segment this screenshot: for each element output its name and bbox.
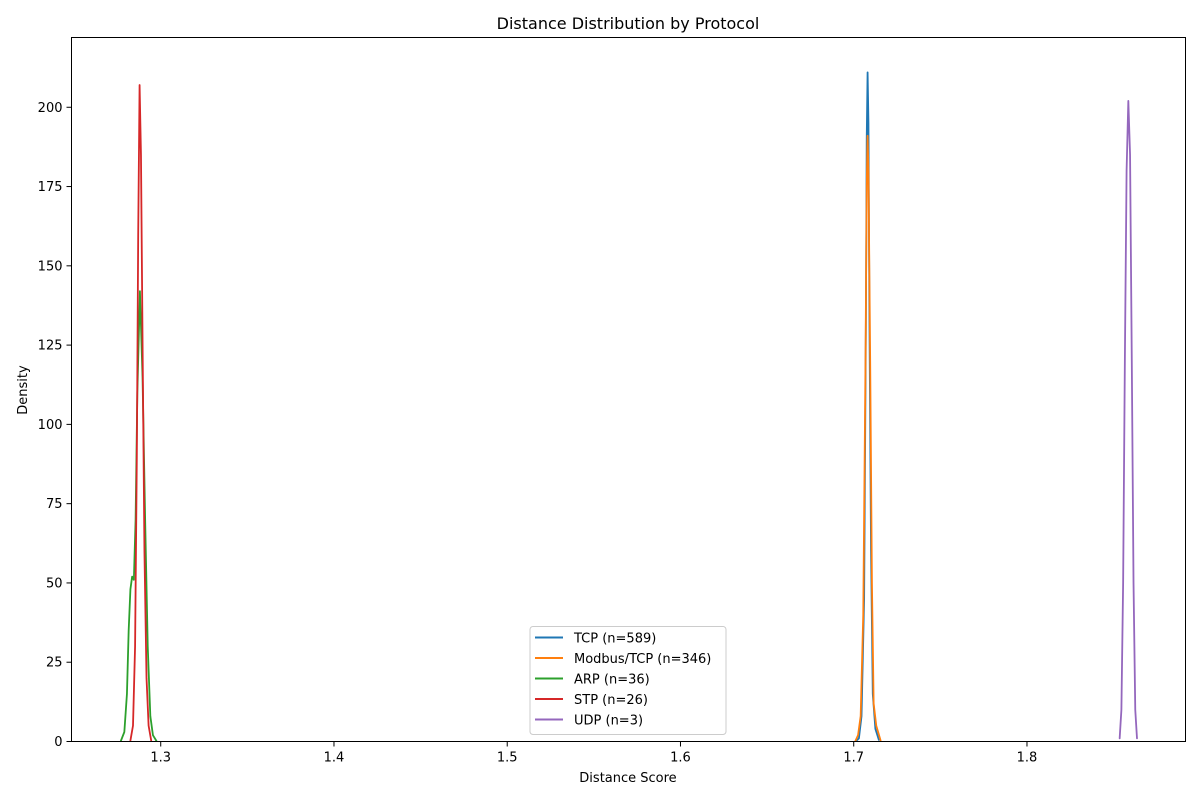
y-tick-label: 150 (38, 259, 63, 274)
y-tick-label: 175 (38, 180, 63, 195)
x-ticks: 1.3 1.4 1.5 1.6 1.7 1.8 (150, 741, 1038, 766)
plot-area (71, 37, 1186, 742)
legend: TCP (n=589) Modbus/TCP (n=346) ARP (n=36) S… (529, 626, 727, 735)
y-axis-label: Density (16, 365, 31, 415)
x-tick-label: 1.8 (1017, 751, 1038, 766)
x-tick-label: 1.7 (843, 751, 864, 766)
series-line-4 (1118, 100, 1138, 740)
x-tick-label: 1.6 (670, 751, 691, 766)
y-tick-label: 50 (46, 576, 63, 591)
y-tick-label: 25 (46, 656, 63, 671)
x-tick-label: 1.3 (150, 751, 171, 766)
y-tick-label: 75 (46, 497, 63, 512)
plot-frame (71, 37, 1186, 742)
y-tick-label: 200 (38, 101, 63, 116)
legend-label: Modbus/TCP (n=346) (574, 652, 711, 667)
chart-title: Distance Distribution by Protocol (497, 14, 760, 33)
x-tick-label: 1.4 (324, 751, 345, 766)
y-tick-label: 0 (54, 735, 62, 750)
series-line-3 (129, 84, 153, 742)
y-tick-label: 100 (38, 418, 63, 433)
legend-label: TCP (n=589) (573, 632, 656, 647)
legend-box (529, 626, 727, 735)
series-layer (119, 71, 1138, 742)
x-axis-label: Distance Score (579, 771, 676, 786)
y-ticks: 0 25 50 75 100 125 150 175 200 (38, 101, 72, 750)
legend-label: ARP (n=36) (574, 673, 650, 688)
x-tick-label: 1.5 (497, 751, 518, 766)
legend-label: STP (n=26) (574, 693, 648, 708)
legend-label: UDP (n=3) (574, 714, 643, 729)
series-line-1 (854, 134, 882, 742)
y-tick-label: 125 (38, 339, 63, 354)
